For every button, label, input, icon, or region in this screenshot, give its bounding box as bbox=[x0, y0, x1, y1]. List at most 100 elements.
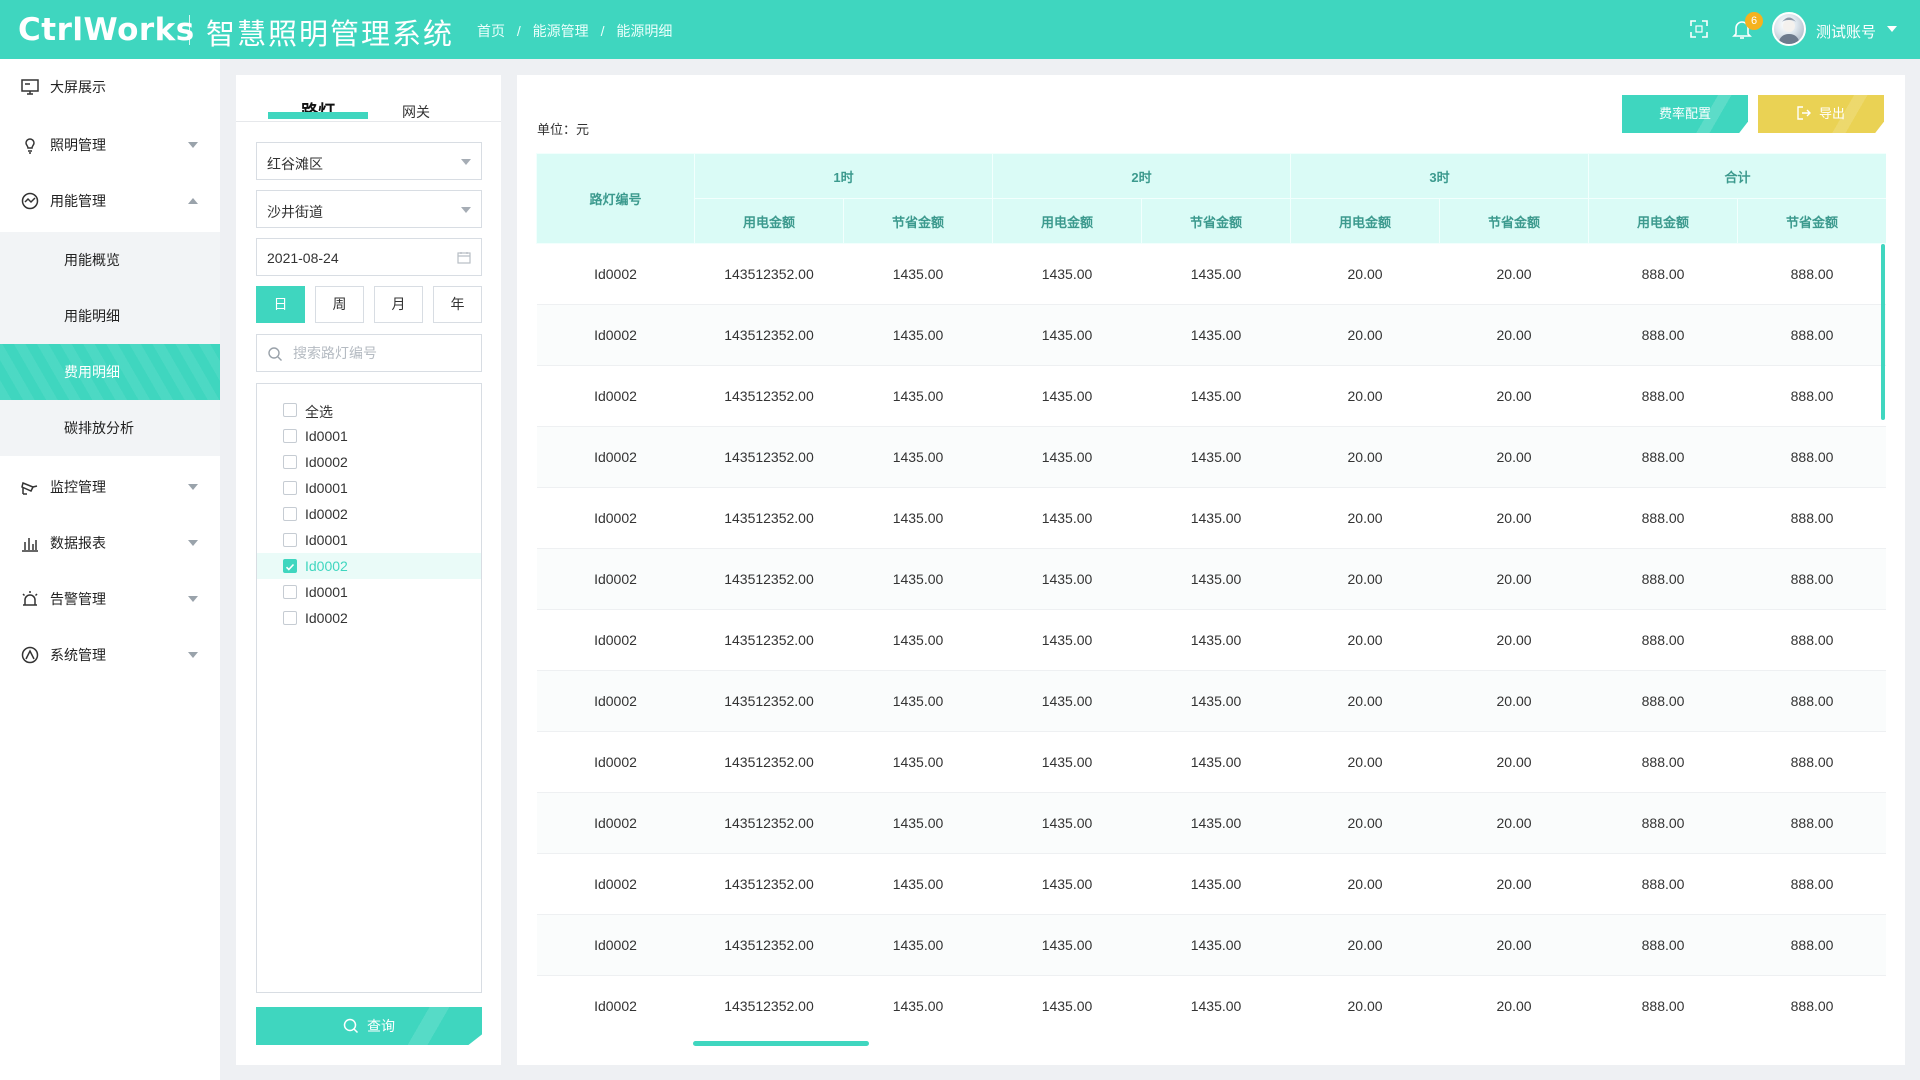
table-cell: 20.00 bbox=[1290, 243, 1440, 305]
table-row[interactable]: Id0002 143512352.00 1435.00 1435.00 1435.00 2… bbox=[536, 731, 1886, 793]
chevron-down-icon[interactable] bbox=[1887, 26, 1897, 32]
filter-panel: 路灯 网关 红谷滩区 沙井街道 2021-08-24 日 周 月 年 全选 Id… bbox=[236, 75, 501, 1065]
rate-config-button[interactable]: 费率配置 bbox=[1622, 95, 1748, 133]
vertical-scrollbar[interactable] bbox=[1881, 244, 1885, 420]
table-cell: 888.00 bbox=[1588, 548, 1738, 610]
column-header-saving: 节省金额 bbox=[842, 198, 994, 244]
list-item[interactable]: Id0002 bbox=[257, 605, 481, 631]
table-row[interactable]: Id0002 143512352.00 1435.00 1435.00 1435.00 2… bbox=[536, 853, 1886, 915]
cell-lamp-id: Id0002 bbox=[536, 304, 695, 366]
table-row[interactable]: Id0002 143512352.00 1435.00 1435.00 1435.00 2… bbox=[536, 609, 1886, 671]
checkbox[interactable] bbox=[283, 481, 297, 495]
period-month-button[interactable]: 月 bbox=[374, 286, 423, 323]
list-item[interactable]: Id0002 bbox=[257, 501, 481, 527]
street-select[interactable]: 沙井街道 bbox=[256, 190, 482, 228]
table-cell: 143512352.00 bbox=[694, 731, 844, 793]
user-name[interactable]: 测试账号 bbox=[1816, 24, 1877, 41]
sidebar-item-dashboard[interactable]: 大屏展示 bbox=[0, 59, 220, 115]
list-item[interactable]: Id0002 bbox=[257, 553, 481, 579]
checkbox[interactable] bbox=[283, 507, 297, 521]
table-row[interactable]: Id0002 143512352.00 1435.00 1435.00 1435.00 2… bbox=[536, 792, 1886, 854]
sidebar-subitem-detail[interactable]: 用能明细 bbox=[64, 308, 120, 324]
table-row[interactable]: Id0002 143512352.00 1435.00 1435.00 1435.00 2… bbox=[536, 304, 1886, 366]
table-row[interactable]: Id0002 143512352.00 1435.00 1435.00 1435.00 2… bbox=[536, 487, 1886, 549]
table-cell: 888.00 bbox=[1737, 304, 1886, 366]
list-item[interactable]: Id0002 bbox=[257, 449, 481, 475]
list-item-label: Id0001 bbox=[305, 428, 348, 444]
sidebar-item-alarm[interactable]: 告警管理 bbox=[0, 571, 220, 627]
tab-gateway[interactable]: 网关 bbox=[402, 104, 430, 120]
breadcrumb-home[interactable]: 首页 bbox=[477, 23, 505, 39]
date-picker-value: 2021-08-24 bbox=[267, 250, 339, 266]
period-day-button[interactable]: 日 bbox=[256, 286, 305, 323]
checkbox[interactable] bbox=[283, 533, 297, 547]
horizontal-scrollbar[interactable] bbox=[693, 1041, 869, 1046]
table-row[interactable]: Id0002 143512352.00 1435.00 1435.00 1435.00 2… bbox=[536, 365, 1886, 427]
sidebar-subitem-overview[interactable]: 用能概览 bbox=[64, 252, 120, 268]
sidebar-subitem-cost-detail[interactable]: 费用明细 bbox=[0, 344, 220, 400]
sidebar-subitem-carbon[interactable]: 碳排放分析 bbox=[64, 420, 134, 436]
table-cell: 1435.00 bbox=[843, 548, 993, 610]
date-picker[interactable]: 2021-08-24 bbox=[256, 238, 482, 276]
table-row[interactable]: Id0002 143512352.00 1435.00 1435.00 1435.00 2… bbox=[536, 975, 1886, 1023]
sidebar-item-label: 监控管理 bbox=[50, 479, 106, 495]
table-cell: 888.00 bbox=[1588, 609, 1738, 671]
bell-icon[interactable] bbox=[1731, 18, 1753, 40]
table-cell: 143512352.00 bbox=[694, 609, 844, 671]
fullscreen-icon[interactable] bbox=[1690, 20, 1708, 38]
table-cell: 1435.00 bbox=[843, 975, 993, 1023]
list-item-select-all[interactable]: 全选 bbox=[257, 397, 481, 423]
checkbox-checked[interactable] bbox=[283, 559, 297, 573]
list-item-label: Id0002 bbox=[305, 454, 348, 470]
table-cell: 888.00 bbox=[1737, 914, 1886, 976]
table-cell: 1435.00 bbox=[843, 670, 993, 732]
table-cell: 20.00 bbox=[1439, 670, 1589, 732]
period-week-button[interactable]: 周 bbox=[315, 286, 364, 323]
sidebar-item-energy[interactable]: 用能管理 bbox=[0, 173, 220, 229]
cell-lamp-id: Id0002 bbox=[536, 670, 695, 732]
list-item[interactable]: Id0001 bbox=[257, 579, 481, 605]
table-row[interactable]: Id0002 143512352.00 1435.00 1435.00 1435.00 2… bbox=[536, 548, 1886, 610]
lamp-search-input[interactable] bbox=[293, 341, 473, 365]
query-button[interactable]: 查询 bbox=[256, 1007, 482, 1045]
sidebar-item-lighting[interactable]: 照明管理 bbox=[0, 117, 220, 173]
table-row[interactable]: Id0002 143512352.00 1435.00 1435.00 1435.00 2… bbox=[536, 914, 1886, 976]
breadcrumb-separator: / bbox=[516, 23, 521, 39]
period-year-button[interactable]: 年 bbox=[433, 286, 482, 323]
list-item[interactable]: Id0001 bbox=[257, 475, 481, 501]
export-icon bbox=[1797, 106, 1811, 120]
table-cell: 1435.00 bbox=[992, 914, 1142, 976]
table-cell: 1435.00 bbox=[843, 914, 993, 976]
table-cell: 1435.00 bbox=[1141, 304, 1291, 366]
checkbox[interactable] bbox=[283, 455, 297, 469]
sidebar-item-monitor[interactable]: 监控管理 bbox=[0, 459, 220, 515]
chart-icon bbox=[22, 538, 38, 552]
cell-lamp-id: Id0002 bbox=[536, 548, 695, 610]
sidebar-item-reports[interactable]: 数据报表 bbox=[0, 515, 220, 571]
sidebar-item-system[interactable]: 系统管理 bbox=[0, 627, 220, 683]
table-cell: 20.00 bbox=[1290, 426, 1440, 488]
list-item[interactable]: Id0001 bbox=[257, 527, 481, 553]
checkbox[interactable] bbox=[283, 585, 297, 599]
table-cell: 888.00 bbox=[1588, 487, 1738, 549]
table-row[interactable]: Id0002 143512352.00 1435.00 1435.00 1435.00 2… bbox=[536, 426, 1886, 488]
column-group-header: 合计 bbox=[1588, 153, 1886, 199]
cell-lamp-id: Id0002 bbox=[536, 731, 695, 793]
table-cell: 143512352.00 bbox=[694, 914, 844, 976]
avatar[interactable] bbox=[1772, 12, 1806, 46]
table-cell: 1435.00 bbox=[992, 243, 1142, 305]
table-cell: 1435.00 bbox=[1141, 670, 1291, 732]
checkbox[interactable] bbox=[283, 403, 297, 417]
table-row[interactable]: Id0002 143512352.00 1435.00 1435.00 1435.00 2… bbox=[536, 670, 1886, 732]
table-row[interactable]: Id0002 143512352.00 1435.00 1435.00 1435.00 2… bbox=[536, 243, 1886, 305]
table-cell: 888.00 bbox=[1588, 731, 1738, 793]
table-cell: 1435.00 bbox=[992, 304, 1142, 366]
checkbox[interactable] bbox=[283, 429, 297, 443]
breadcrumb: 首页 / 能源管理 / 能源明细 bbox=[477, 21, 680, 41]
export-button[interactable]: 导出 bbox=[1758, 95, 1884, 133]
table-cell: 1435.00 bbox=[843, 365, 993, 427]
region-select[interactable]: 红谷滩区 bbox=[256, 142, 482, 180]
breadcrumb-energy[interactable]: 能源管理 bbox=[532, 23, 589, 39]
checkbox[interactable] bbox=[283, 611, 297, 625]
list-item[interactable]: Id0001 bbox=[257, 423, 481, 449]
